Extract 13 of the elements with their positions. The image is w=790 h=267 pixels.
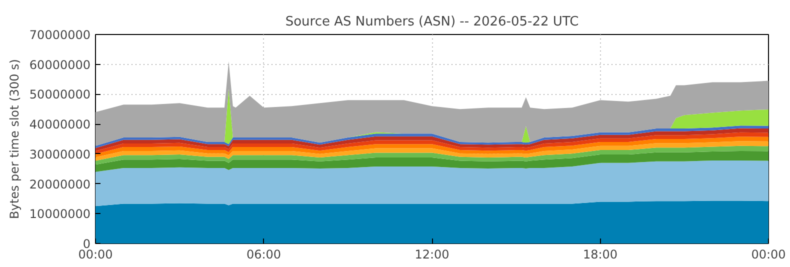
y-tick-label: 70000000 [29, 28, 90, 42]
x-tick-label: 00:00 [751, 248, 786, 262]
x-tick-label: 06:00 [246, 248, 282, 262]
x-tick-label: 18:00 [582, 248, 618, 262]
chart-title: Source AS Numbers (ASN) -- 2026-05-22 UTC [285, 14, 579, 30]
y-axis-title: Bytes per time slot (300 s) [7, 59, 22, 219]
y-tick-label: 60000000 [29, 58, 90, 72]
y-tick-label: 50000000 [29, 88, 90, 102]
y-tick-label: 20000000 [29, 177, 90, 192]
x-tick-label: 12:00 [414, 248, 450, 262]
y-tick-label: 40000000 [29, 118, 90, 132]
y-tick-label: 30000000 [29, 147, 90, 162]
y-tick-label: 10000000 [29, 207, 90, 222]
